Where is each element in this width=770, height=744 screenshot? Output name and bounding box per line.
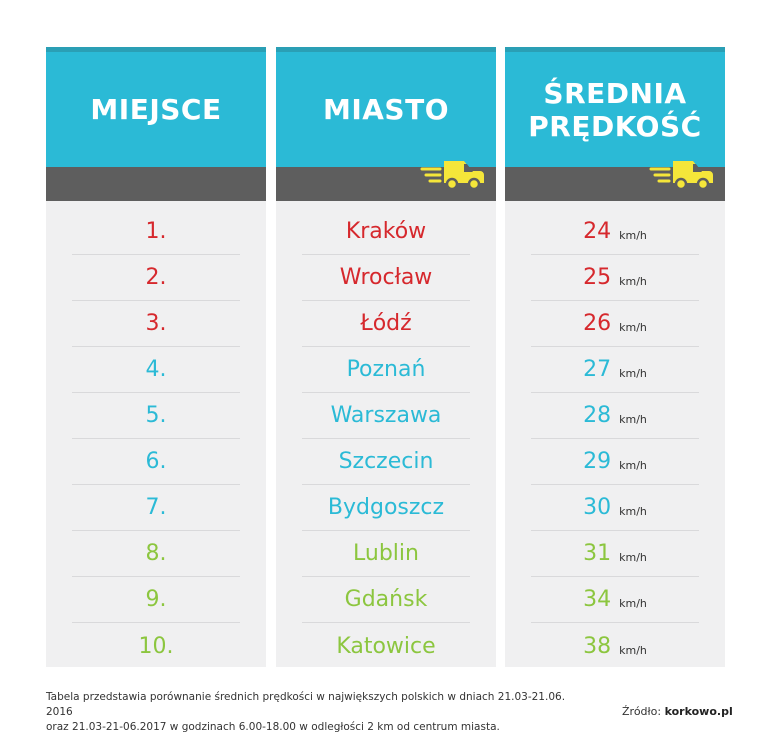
speed-cell: 38 km/h [531, 623, 699, 669]
speed-value: 24 [583, 219, 612, 244]
place-cell: 10. [138, 633, 174, 659]
footnote: Tabela przedstawia porównanie średnich p… [46, 690, 586, 735]
city-header: MIASTO [276, 52, 496, 167]
city-list: Kraków Wrocław Łódź Poznań Warszawa Szczecin B… [276, 201, 496, 667]
speed-unit: km/h [619, 229, 647, 242]
speed-unit: km/h [619, 643, 647, 657]
city-column: MIASTO Kraków Wrocław Łódź Poznań Warszawa Sz… [276, 47, 496, 667]
truck-icon [649, 161, 713, 191]
speed-list: 24 km/h 25 km/h 26 km/h 27 km/h 28 km/h 29 km/h 30 km… [505, 201, 725, 667]
speed-value: 27 [583, 357, 612, 382]
city-cell: Bydgoszcz [302, 485, 470, 531]
city-cell: Wrocław [302, 255, 470, 301]
speed-unit: km/h [619, 597, 647, 610]
city-header-label: MIASTO [322, 93, 450, 126]
footnote-line2: oraz 21.03-21-06.2017 w godzinach 6.00-1… [46, 721, 500, 733]
speed-cell: 34 km/h [531, 577, 699, 623]
city-cell: Kraków [302, 209, 470, 255]
header-road-strip [276, 161, 496, 201]
header-accent-line [505, 47, 725, 52]
source-name: korkowo.pl [664, 705, 733, 718]
header-accent-line [46, 47, 266, 52]
truck-icon [420, 161, 484, 191]
place-cell: 3. [72, 301, 240, 347]
speed-cell: 30 km/h [531, 485, 699, 531]
header-road-strip [46, 167, 266, 201]
place-cell: 9. [72, 577, 240, 623]
place-header-label: MIEJSCE [90, 93, 222, 126]
place-cell: 2. [72, 255, 240, 301]
speed-unit: km/h [619, 367, 647, 380]
speed-value: 25 [583, 265, 612, 290]
header-road-strip [505, 161, 725, 201]
speed-value: 34 [583, 587, 612, 612]
speed-cell: 25 km/h [531, 255, 699, 301]
place-cell: 5. [72, 393, 240, 439]
source-label: Źródło: [622, 705, 662, 718]
speed-cell: 26 km/h [531, 301, 699, 347]
speed-value: 38 [583, 633, 612, 659]
place-cell: 8. [72, 531, 240, 577]
speed-cell: 24 km/h [531, 209, 699, 255]
speed-cell: 28 km/h [531, 393, 699, 439]
place-header: MIEJSCE [46, 52, 266, 167]
city-cell: Gdańsk [302, 577, 470, 623]
speed-unit: km/h [619, 459, 647, 472]
speed-value: 31 [583, 541, 612, 566]
place-cell: 1. [72, 209, 240, 255]
place-list: 1. 2. 3. 4. 5. 6. 7. 8. 9. 10. [46, 201, 266, 667]
speed-value: 29 [583, 449, 612, 474]
city-cell: Katowice [336, 633, 436, 659]
place-cell: 6. [72, 439, 240, 485]
place-cell: 7. [72, 485, 240, 531]
source: Źródło: korkowo.pl [622, 705, 733, 718]
speed-cell: 31 km/h [531, 531, 699, 577]
speed-cell: 27 km/h [531, 347, 699, 393]
header-accent-line [276, 47, 496, 52]
place-column: MIEJSCE 1. 2. 3. 4. 5. 6. 7. 8. 9. 10. [46, 47, 266, 667]
speed-unit: km/h [619, 275, 647, 288]
speed-header-line2: PRĘDKOŚĆ [528, 109, 702, 143]
speed-unit: km/h [619, 551, 647, 564]
speed-header-line1: ŚREDNIA [543, 76, 687, 110]
city-cell: Poznań [302, 347, 470, 393]
city-cell: Szczecin [302, 439, 470, 485]
footnote-line1: Tabela przedstawia porównanie średnich p… [46, 691, 566, 718]
speed-header: ŚREDNIA PRĘDKOŚĆ [505, 52, 725, 167]
speed-value: 28 [583, 403, 612, 428]
place-cell: 4. [72, 347, 240, 393]
speed-unit: km/h [619, 413, 647, 426]
city-cell: Łódź [302, 301, 470, 347]
speed-value: 26 [583, 311, 612, 336]
city-cell: Lublin [302, 531, 470, 577]
speed-unit: km/h [619, 321, 647, 334]
speed-cell: 29 km/h [531, 439, 699, 485]
city-cell: Warszawa [302, 393, 470, 439]
speed-value: 30 [583, 495, 612, 520]
speed-column: ŚREDNIA PRĘDKOŚĆ 24 km/h 25 km/h 26 km/h 27 km/… [505, 47, 725, 667]
speed-unit: km/h [619, 505, 647, 518]
